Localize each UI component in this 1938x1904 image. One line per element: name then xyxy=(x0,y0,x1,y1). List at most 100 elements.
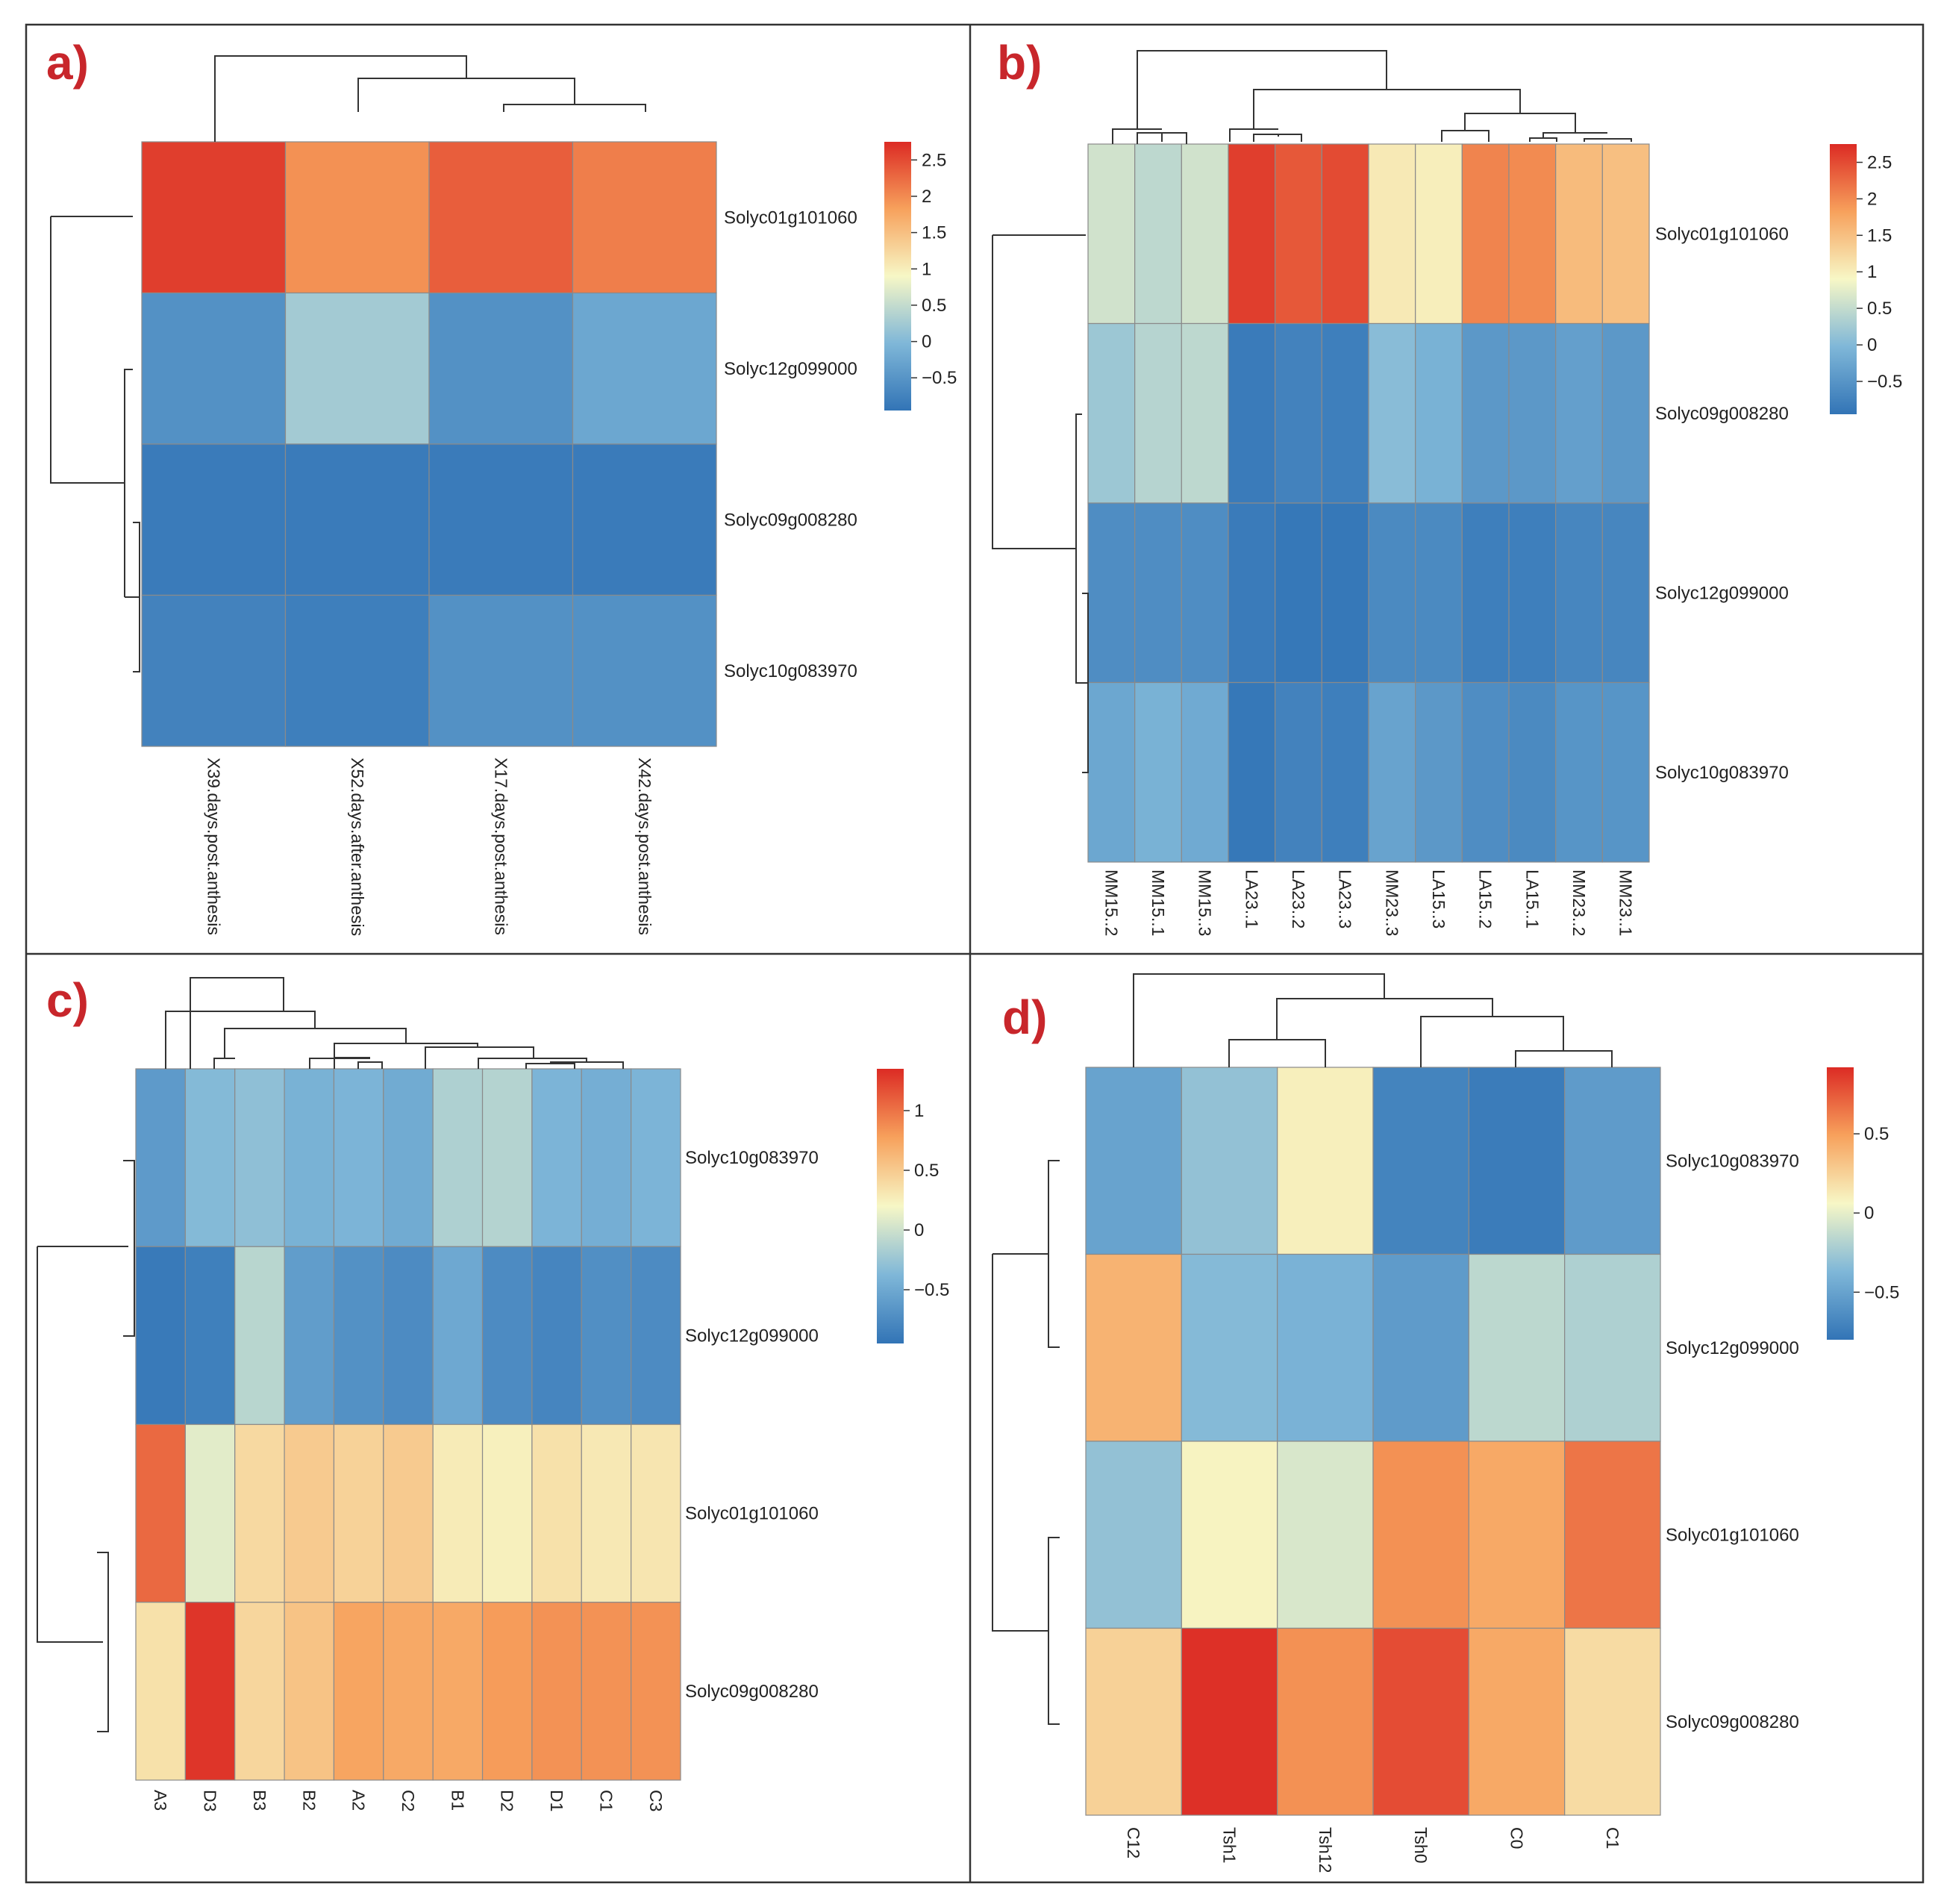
row-label-c-3: Solyc09g008280 xyxy=(685,1682,819,1702)
legend-tick-label-a-5: 0 xyxy=(922,332,931,352)
heatmap-cell-b-r1-c10 xyxy=(1555,322,1603,504)
heatmap-cell-b-r3-c6 xyxy=(1368,681,1416,863)
heatmap-cell-b-r2-c4 xyxy=(1275,502,1322,684)
heatmap-cell-b-r0-c7 xyxy=(1415,143,1463,325)
heatmap-cell-a-r3-c0 xyxy=(141,594,287,747)
heatmap-cell-c-r2-c4 xyxy=(333,1423,384,1603)
legend-colorbar-b xyxy=(1830,144,1857,414)
heatmap-cell-d-r0-c1 xyxy=(1181,1067,1278,1255)
column-dendrogram-b xyxy=(1112,50,1632,144)
legend-colorbar-c xyxy=(877,1069,904,1343)
heatmap-cell-b-r3-c10 xyxy=(1555,681,1603,863)
column-label-b-5: LA23..3 xyxy=(1336,870,1355,928)
heatmap-cell-b-r1-c0 xyxy=(1087,322,1136,504)
heatmap-cell-d-r1-c4 xyxy=(1468,1253,1566,1442)
heatmap-cell-a-r0-c1 xyxy=(284,141,430,294)
heatmap-cell-b-r1-c2 xyxy=(1181,322,1229,504)
column-label-d-3: Tsh0 xyxy=(1411,1827,1431,1864)
heatmap-cell-c-r3-c10 xyxy=(631,1602,681,1781)
heatmap-cell-b-r0-c10 xyxy=(1555,143,1603,325)
heatmap-cell-b-r1-c4 xyxy=(1275,322,1322,504)
heatmap-cell-c-r3-c6 xyxy=(432,1602,484,1781)
column-label-c-7: D2 xyxy=(498,1790,517,1811)
heatmap-cell-d-r3-c1 xyxy=(1181,1627,1278,1816)
row-labels-a: Solyc01g101060 Solyc12g099000 Solyc09g0082… xyxy=(724,207,857,681)
heatmap-cell-d-r1-c2 xyxy=(1277,1253,1374,1442)
column-label-b-7: LA15..3 xyxy=(1429,870,1448,928)
row-label-a-0: Solyc01g101060 xyxy=(724,207,857,228)
heatmap-cell-b-r1-c9 xyxy=(1508,322,1557,504)
row-labels-b: Solyc01g101060 Solyc09g008280 Solyc12g0990… xyxy=(1655,224,1789,783)
column-dendrogram-c xyxy=(165,977,624,1069)
heatmap-cell-b-r3-c0 xyxy=(1087,681,1136,863)
heatmap-cell-c-r3-c1 xyxy=(184,1602,236,1781)
heatmap-cell-a-r2-c1 xyxy=(284,443,430,596)
heatmap-cell-c-r0-c5 xyxy=(383,1068,434,1247)
heatmap-cell-d-r1-c1 xyxy=(1181,1253,1278,1442)
column-label-b-10: MM23..2 xyxy=(1569,870,1589,936)
heatmap-cell-c-r0-c2 xyxy=(234,1068,285,1247)
legend-tick-label-b-6: −0.5 xyxy=(1867,372,1902,392)
column-labels-c: A3 D3 B3 B2 A2 C2 B1 D2 D1 C1 C3 xyxy=(151,1790,666,1811)
column-label-b-8: LA15..2 xyxy=(1476,870,1495,928)
legend-tick-label-b-5: 0 xyxy=(1867,335,1877,355)
heatmap-cell-c-r3-c9 xyxy=(581,1602,632,1781)
panel-label-d: d) xyxy=(1002,990,1047,1044)
row-label-a-2: Solyc09g008280 xyxy=(724,510,857,530)
heatmap-cell-c-r2-c8 xyxy=(531,1423,582,1603)
row-labels-c: Solyc10g083970 Solyc12g099000 Solyc01g1010… xyxy=(685,1148,819,1702)
heatmap-cell-c-r0-c9 xyxy=(581,1068,632,1247)
column-label-c-6: B1 xyxy=(448,1790,467,1811)
heatmap-cell-c-r2-c2 xyxy=(234,1423,285,1603)
column-label-b-0: MM15..2 xyxy=(1101,870,1121,936)
heatmap-cell-c-r3-c7 xyxy=(481,1602,533,1781)
column-label-c-1: D3 xyxy=(201,1790,220,1811)
color-legend-d: 0.5 0 −0.5 xyxy=(1827,1067,1899,1340)
heatmap-cell-a-r3-c3 xyxy=(572,594,717,747)
heatmap-cell-c-r0-c8 xyxy=(531,1068,582,1247)
row-label-b-2: Solyc12g099000 xyxy=(1655,583,1789,603)
heatmap-cell-d-r0-c0 xyxy=(1085,1067,1182,1255)
heatmap-cell-a-r1-c3 xyxy=(572,292,717,445)
heatmap-cell-d-r3-c0 xyxy=(1085,1627,1182,1816)
heatmap-cell-c-r2-c1 xyxy=(184,1423,236,1603)
column-label-c-2: B3 xyxy=(250,1790,269,1811)
legend-tick-label-a-0: 2.5 xyxy=(922,150,946,170)
column-label-d-4: C0 xyxy=(1507,1827,1527,1849)
heatmap-cell-c-r3-c3 xyxy=(284,1602,335,1781)
heatmap-cell-b-r0-c11 xyxy=(1601,143,1650,325)
heatmap-cell-d-r2-c0 xyxy=(1085,1441,1182,1629)
row-dendrogram-a xyxy=(50,216,140,672)
legend-tick-label-b-2: 1.5 xyxy=(1867,225,1892,246)
panel-label-b: b) xyxy=(997,36,1042,90)
heatmap-cell-d-r0-c5 xyxy=(1564,1067,1661,1255)
column-label-b-6: MM23..3 xyxy=(1382,870,1401,936)
heatmap-cell-b-r2-c6 xyxy=(1368,502,1416,684)
heatmap-cell-d-r0-c4 xyxy=(1468,1067,1566,1255)
column-label-d-2: Tsh12 xyxy=(1316,1827,1335,1873)
heatmap-cell-c-r0-c0 xyxy=(135,1068,186,1247)
heatmap-cell-b-r3-c3 xyxy=(1228,681,1276,863)
heatmap-cell-c-r2-c6 xyxy=(432,1423,484,1603)
column-label-d-5: C1 xyxy=(1603,1827,1622,1849)
legend-tick-label-c-1: 0.5 xyxy=(914,1161,939,1181)
column-label-a-3: X42.days.post.anthesis xyxy=(635,758,654,935)
heatmap-cell-b-r3-c4 xyxy=(1275,681,1322,863)
panel-label-a: a) xyxy=(46,36,89,90)
column-label-c-0: A3 xyxy=(151,1790,170,1811)
heatmap-cell-d-r2-c3 xyxy=(1372,1441,1469,1629)
heatmap-cell-b-r2-c5 xyxy=(1321,502,1369,684)
row-label-c-0: Solyc10g083970 xyxy=(685,1148,819,1168)
heatmap-cell-c-r3-c0 xyxy=(135,1602,186,1781)
row-label-b-0: Solyc01g101060 xyxy=(1655,224,1789,244)
legend-tick-label-d-2: −0.5 xyxy=(1864,1282,1899,1302)
column-label-b-1: MM15..1 xyxy=(1148,870,1168,936)
heatmap-cell-b-r0-c9 xyxy=(1508,143,1557,325)
legend-tick-label-a-4: 0.5 xyxy=(922,296,946,316)
heatmap-cell-c-r0-c3 xyxy=(284,1068,335,1247)
heatmap-cell-c-r2-c5 xyxy=(383,1423,434,1603)
heatmap-cell-c-r3-c2 xyxy=(234,1602,285,1781)
legend-tick-label-d-1: 0 xyxy=(1864,1203,1874,1223)
heatmap-cell-c-r1-c3 xyxy=(284,1246,335,1426)
legend-tick-label-a-1: 2 xyxy=(922,187,931,207)
